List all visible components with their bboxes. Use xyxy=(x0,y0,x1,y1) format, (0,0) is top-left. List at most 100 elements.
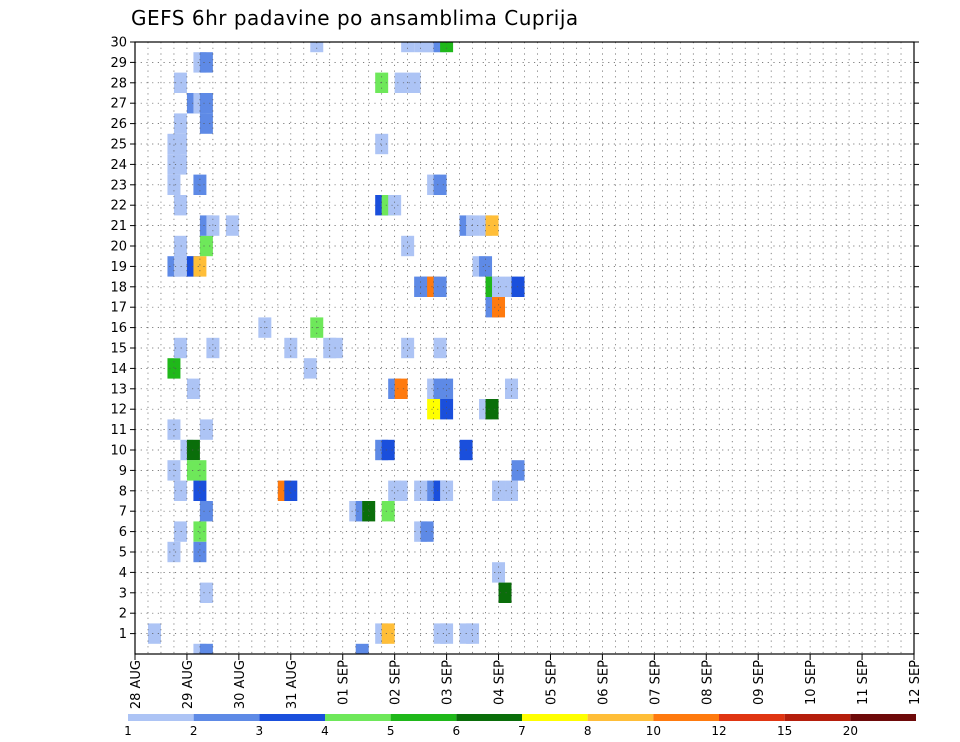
y-tick-label: 2 xyxy=(119,607,127,622)
y-tick-label: 19 xyxy=(110,260,127,275)
x-tick-label: 30 AUG xyxy=(233,660,248,709)
heatmap-cell xyxy=(303,358,317,379)
y-tick-label: 13 xyxy=(110,382,127,397)
colorbar: 1 2 3 4 5 6 7 8 10 12 15 20 xyxy=(124,714,916,738)
colorbar-label: 6 xyxy=(453,724,461,738)
x-tick-label: 03 SEP xyxy=(441,660,456,705)
heatmap-cell xyxy=(381,623,395,644)
heatmap-cell xyxy=(199,582,213,603)
y-tick-label: 7 xyxy=(119,505,127,520)
colorbar-swatch xyxy=(522,714,588,721)
y-tick-label: 22 xyxy=(110,199,127,214)
colorbar-label: 15 xyxy=(777,724,792,738)
heatmap-cell xyxy=(206,337,220,359)
colorbar-label: 4 xyxy=(321,724,329,738)
x-tick-label: 04 SEP xyxy=(493,660,508,705)
y-tick-label: 25 xyxy=(110,138,127,153)
x-tick-label: 31 AUG xyxy=(285,660,300,709)
heatmap-cell xyxy=(310,42,324,53)
y-tick-label: 30 xyxy=(110,36,127,51)
colorbar-label: 5 xyxy=(387,724,395,738)
colorbar-label: 20 xyxy=(843,724,858,738)
y-tick-label: 29 xyxy=(110,56,127,71)
x-tick-label: 06 SEP xyxy=(596,660,611,705)
x-tick-label: 05 SEP xyxy=(544,660,559,705)
colorbar-swatch xyxy=(784,714,851,721)
heatmap-cell xyxy=(167,541,181,563)
colorbar-label: 8 xyxy=(584,724,592,738)
heatmap-cell xyxy=(401,235,415,257)
heatmap-cell xyxy=(394,378,408,399)
x-tick-label: 08 SEP xyxy=(700,660,715,705)
heatmap-cell xyxy=(485,399,499,420)
heatmap-cell xyxy=(440,42,454,53)
heatmap-cell xyxy=(427,399,441,420)
heatmap-cell xyxy=(466,623,480,644)
x-tick-label: 07 SEP xyxy=(648,660,663,705)
colorbar-swatch xyxy=(259,714,325,721)
heatmap-cell xyxy=(173,337,187,359)
heatmap-cell xyxy=(420,521,434,542)
heatmap-cell xyxy=(401,42,415,53)
heatmap-cell xyxy=(394,480,408,501)
y-tick-label: 14 xyxy=(110,362,127,377)
chart-title: GEFS 6hr padavine po ansamblima Cuprija xyxy=(131,6,579,30)
x-tick-label: 28 AUG xyxy=(129,660,144,709)
colorbar-label: 1 xyxy=(124,724,132,738)
heatmap-cell xyxy=(186,378,200,399)
colorbar-swatch xyxy=(719,714,785,721)
heatmap-cell xyxy=(388,195,402,216)
heatmap-cell xyxy=(199,113,213,134)
heatmap-cell xyxy=(173,72,187,93)
heatmap-cell xyxy=(401,337,415,359)
heatmap-cell xyxy=(173,113,187,134)
y-tick-label: 11 xyxy=(110,423,127,438)
heatmap-cell xyxy=(167,419,181,440)
heatmap-cell xyxy=(167,358,181,379)
y-tick-label: 26 xyxy=(110,117,127,132)
heatmap-cell xyxy=(193,480,207,501)
y-tick-label: 24 xyxy=(110,158,127,173)
heatmap-cell xyxy=(381,501,395,522)
heatmap-cell xyxy=(199,235,213,257)
heatmap-cell xyxy=(498,582,512,603)
heatmap-cell xyxy=(199,52,213,73)
heatmap-cell xyxy=(375,133,389,155)
y-tick-label: 17 xyxy=(110,301,127,316)
x-tick-label: 09 SEP xyxy=(752,660,767,705)
heatmap-cell xyxy=(173,235,187,257)
y-tick-label: 20 xyxy=(110,240,127,255)
heatmap-cell xyxy=(492,480,506,501)
heatmap-cell xyxy=(407,72,421,93)
colorbar-swatch xyxy=(850,714,916,721)
y-tick-label: 5 xyxy=(119,546,127,561)
heatmap-cell xyxy=(199,93,213,114)
heatmap-cell xyxy=(173,521,187,542)
heatmap-cell xyxy=(440,480,454,501)
y-tick-label: 10 xyxy=(110,444,127,459)
x-tick-label: 10 SEP xyxy=(804,660,819,705)
colorbar-swatch xyxy=(456,714,522,721)
heatmap-cell xyxy=(147,623,161,644)
y-tick-label: 21 xyxy=(110,219,127,234)
colorbar-swatch xyxy=(587,714,654,721)
heatmap-cell xyxy=(440,399,454,420)
colorbar-swatch xyxy=(325,714,391,721)
heatmap-cell xyxy=(440,623,454,644)
y-tick-label: 6 xyxy=(119,525,127,540)
heatmap-cell xyxy=(186,439,200,461)
colorbar-swatch xyxy=(653,714,719,721)
colorbar-label: 10 xyxy=(646,724,661,738)
heatmap-cell xyxy=(394,72,408,93)
heatmap-cell xyxy=(433,337,447,359)
y-tick-label: 28 xyxy=(110,76,127,91)
heatmap-cell xyxy=(193,541,207,563)
heatmap-cell xyxy=(193,256,207,277)
heatmap-cell xyxy=(433,174,447,195)
heatmap-cell xyxy=(284,337,298,359)
colorbar-label: 7 xyxy=(518,724,526,738)
colorbar-swatch xyxy=(390,714,457,721)
colorbar-swatch xyxy=(193,714,260,721)
